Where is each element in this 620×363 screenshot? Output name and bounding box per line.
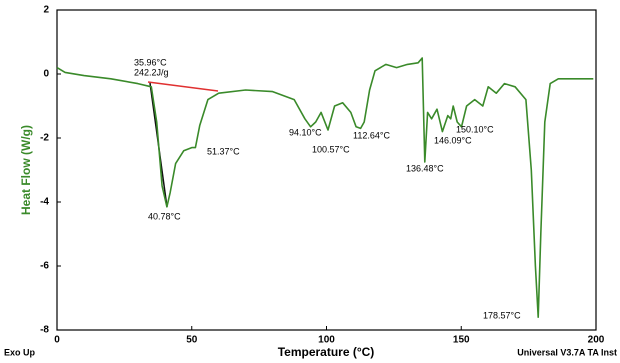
- annotation: 136.48°C: [406, 163, 444, 173]
- x-axis-label: Temperature (°C): [278, 345, 375, 359]
- instrument-label: Universal V3.7A TA Inst: [517, 347, 617, 357]
- x-tick-label: 50: [186, 335, 198, 346]
- annotation: 51.37°C: [207, 146, 240, 156]
- x-tick-label: 0: [54, 335, 60, 346]
- heat-flow-curve: [56, 57, 594, 318]
- x-tick-label: 200: [588, 335, 605, 346]
- exo-label: Exo Up: [4, 347, 36, 357]
- x-tick-label: 100: [318, 335, 335, 346]
- y-tick-label: -6: [40, 261, 49, 272]
- annotation: 178.57°C: [483, 310, 521, 320]
- y-tick-label: -8: [40, 325, 49, 336]
- annotation: 94.10°C: [289, 127, 322, 137]
- annotation: 150.10°C: [456, 124, 494, 134]
- annotation: 112.64°C: [353, 130, 390, 140]
- y-tick-label: 0: [43, 69, 49, 80]
- y-axis-label: Heat Flow (W/g): [19, 125, 33, 215]
- annotation: 40.78°C: [148, 211, 181, 221]
- annotation: 100.57°C: [312, 144, 350, 154]
- annotation: 146.09°C: [434, 135, 472, 145]
- baseline-construction: [147, 81, 219, 92]
- y-tick-label: -2: [40, 133, 49, 144]
- annotation: 242.2J/g: [134, 67, 169, 77]
- y-tick-label: -4: [40, 197, 49, 208]
- x-tick-label: 150: [453, 335, 470, 346]
- annotation: 35.96°C: [134, 57, 167, 67]
- y-tick-label: 2: [43, 5, 49, 16]
